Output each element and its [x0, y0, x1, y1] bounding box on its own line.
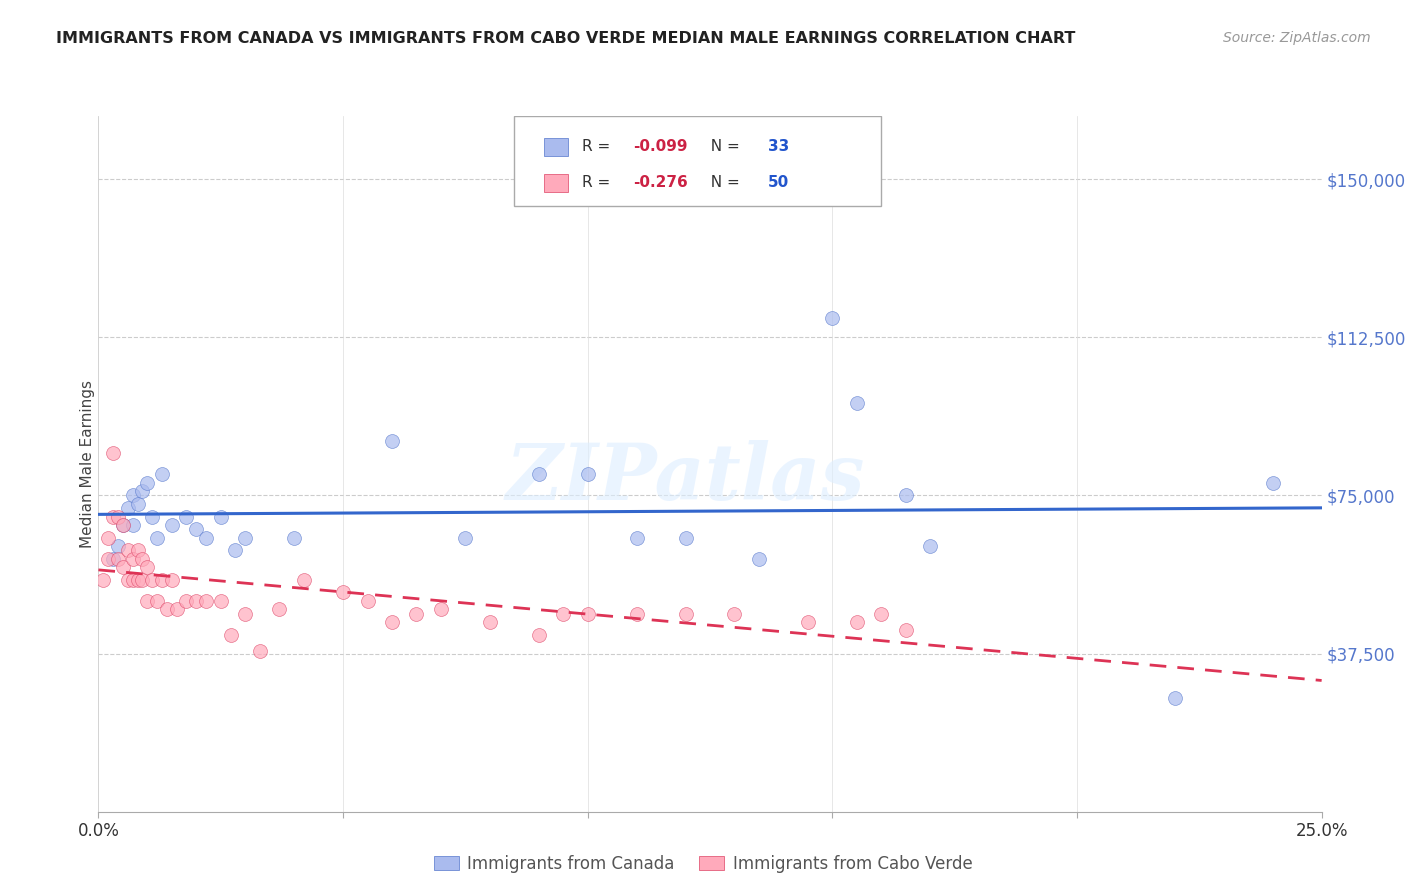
Point [748, 551, 770, 566]
Point [249, 644, 271, 658]
Text: ZIPatlas: ZIPatlas [506, 440, 865, 516]
Point [527, 467, 550, 482]
Point [626, 607, 648, 621]
Point [111, 560, 134, 574]
Point [195, 531, 218, 545]
Point [127, 573, 149, 587]
FancyBboxPatch shape [544, 174, 568, 192]
Point [219, 627, 242, 641]
Text: R =: R = [582, 175, 614, 190]
Point [146, 594, 169, 608]
Point [454, 531, 477, 545]
Y-axis label: Median Male Earnings: Median Male Earnings [80, 380, 94, 548]
Point [111, 518, 134, 533]
Text: IMMIGRANTS FROM CANADA VS IMMIGRANTS FROM CABO VERDE MEDIAN MALE EARNINGS CORREL: IMMIGRANTS FROM CANADA VS IMMIGRANTS FRO… [56, 31, 1076, 46]
Point [186, 594, 208, 608]
Point [381, 434, 404, 448]
FancyBboxPatch shape [544, 138, 568, 156]
Point [332, 585, 354, 599]
Point [675, 607, 697, 621]
Point [141, 573, 163, 587]
Point [870, 607, 893, 621]
Text: 50: 50 [768, 175, 789, 190]
Point [111, 518, 134, 533]
Point [576, 607, 599, 621]
Point [195, 594, 218, 608]
Point [576, 467, 599, 482]
Point [141, 509, 163, 524]
Point [894, 624, 917, 638]
Point [101, 509, 124, 524]
Point [845, 615, 868, 629]
Point [233, 607, 256, 621]
Point [224, 543, 246, 558]
Point [101, 446, 124, 460]
Point [117, 543, 139, 558]
Point [283, 531, 305, 545]
Point [131, 551, 153, 566]
Point [723, 607, 745, 621]
Point [405, 607, 427, 621]
Point [131, 484, 153, 499]
Point [127, 543, 149, 558]
Point [160, 573, 183, 587]
Text: N =: N = [702, 175, 745, 190]
Point [269, 602, 291, 616]
Point [97, 531, 120, 545]
Point [381, 615, 404, 629]
Point [675, 531, 697, 545]
Point [1164, 690, 1187, 705]
Point [146, 531, 169, 545]
Point [127, 497, 149, 511]
Point [920, 539, 942, 553]
Point [845, 395, 868, 409]
Point [107, 551, 129, 566]
Point [292, 573, 315, 587]
Point [136, 475, 159, 490]
Point [107, 539, 129, 553]
Point [553, 607, 575, 621]
Point [117, 573, 139, 587]
Point [136, 560, 159, 574]
FancyBboxPatch shape [515, 116, 882, 206]
Point [209, 594, 232, 608]
Point [117, 501, 139, 516]
Point [176, 509, 198, 524]
Point [121, 573, 143, 587]
Point [121, 551, 143, 566]
Point [1261, 475, 1284, 490]
Point [430, 602, 453, 616]
Point [176, 594, 198, 608]
Point [894, 488, 917, 502]
Point [478, 615, 501, 629]
Text: 33: 33 [768, 139, 789, 153]
Point [121, 488, 143, 502]
Point [186, 522, 208, 536]
Point [209, 509, 232, 524]
Text: Source: ZipAtlas.com: Source: ZipAtlas.com [1223, 31, 1371, 45]
Text: R =: R = [582, 139, 614, 153]
Point [797, 615, 820, 629]
Legend: Immigrants from Canada, Immigrants from Cabo Verde: Immigrants from Canada, Immigrants from … [427, 848, 979, 880]
Point [821, 311, 844, 326]
Point [626, 531, 648, 545]
Point [356, 594, 378, 608]
Point [150, 467, 173, 482]
Point [97, 551, 120, 566]
Point [166, 602, 188, 616]
Point [136, 594, 159, 608]
Text: -0.099: -0.099 [633, 139, 688, 153]
Point [160, 518, 183, 533]
Point [107, 509, 129, 524]
Text: -0.276: -0.276 [633, 175, 688, 190]
Point [156, 602, 179, 616]
Point [101, 551, 124, 566]
Point [91, 573, 114, 587]
Point [121, 518, 143, 533]
Point [150, 573, 173, 587]
Point [527, 627, 550, 641]
Point [131, 573, 153, 587]
Point [233, 531, 256, 545]
Text: N =: N = [702, 139, 745, 153]
